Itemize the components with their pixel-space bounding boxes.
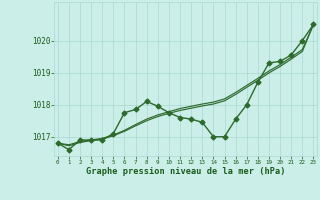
X-axis label: Graphe pression niveau de la mer (hPa): Graphe pression niveau de la mer (hPa) <box>86 167 285 176</box>
